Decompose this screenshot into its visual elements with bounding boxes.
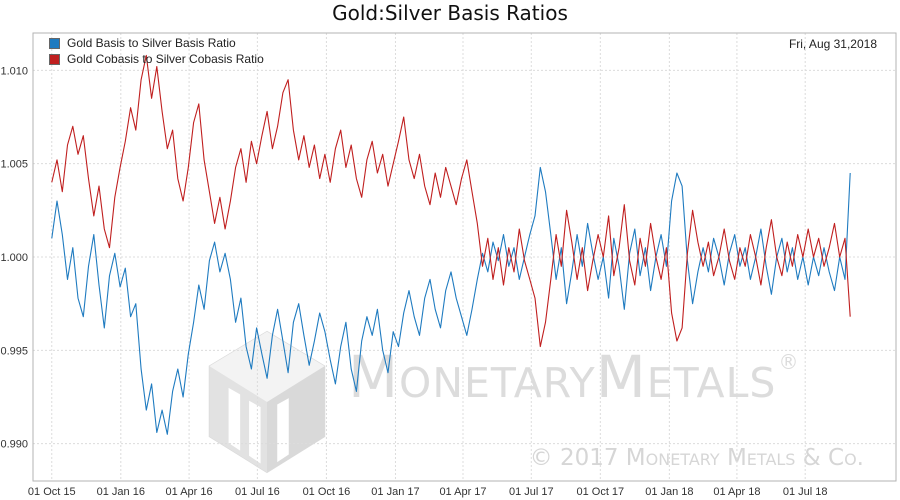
- watermark-copyright: © 2017 Monetary Metals & Co.: [529, 445, 864, 471]
- chart-title: Gold:Silver Basis Ratios: [332, 1, 568, 25]
- legend-label-cobasis-ratio: Gold Cobasis to Silver Cobasis Ratio: [67, 52, 264, 66]
- plot-frame: [32, 32, 897, 482]
- y-axis-tick-label: 1.010: [0, 65, 28, 77]
- series-line-1: [51, 54, 851, 348]
- watermark-brand-text: MonetaryMetals: [348, 343, 777, 411]
- y-axis-tick-label: 0.990: [0, 439, 28, 451]
- x-axis-tick-label: 01 Jan 16: [97, 486, 145, 498]
- x-axis-tick-label: 01 Jul 16: [235, 486, 280, 498]
- x-axis-tick-label: 01 Apr 18: [713, 486, 760, 498]
- x-axis-tick-label: 01 Jul 17: [509, 486, 554, 498]
- legend-swatch-red: [49, 53, 60, 65]
- monetary-metals-logo: [208, 330, 326, 474]
- x-axis-tick-label: 01 Jan 17: [371, 486, 419, 498]
- x-axis-tick-label: 01 Jul 18: [783, 486, 828, 498]
- x-axis-tick-label: 01 Apr 16: [166, 486, 213, 498]
- x-axis-tick-label: 01 Apr 17: [439, 486, 486, 498]
- legend-item-cobasis-ratio: Gold Cobasis to Silver Cobasis Ratio: [49, 51, 264, 67]
- y-axis-tick-label: 0.995: [0, 345, 28, 357]
- legend-swatch-blue: [49, 37, 60, 49]
- series-line-0: [51, 166, 851, 435]
- legend-item-basis-ratio: Gold Basis to Silver Basis Ratio: [49, 35, 264, 51]
- x-axis-tick-label: 01 Oct 17: [576, 486, 624, 498]
- legend-label-basis-ratio: Gold Basis to Silver Basis Ratio: [67, 36, 236, 50]
- y-axis-tick-label: 1.000: [0, 252, 28, 264]
- watermark-brand: MonetaryMetals ®: [348, 348, 799, 406]
- y-axis-tick-label: 1.005: [0, 159, 28, 171]
- date-annotation: Fri, Aug 31,2018: [788, 37, 877, 51]
- x-axis-tick-label: 01 Oct 16: [303, 486, 351, 498]
- x-axis-tick-label: 01 Oct 15: [28, 486, 76, 498]
- legend: Gold Basis to Silver Basis Ratio Gold Co…: [49, 35, 264, 67]
- registered-mark: ®: [778, 350, 800, 374]
- x-axis-tick-label: 01 Jan 18: [645, 486, 693, 498]
